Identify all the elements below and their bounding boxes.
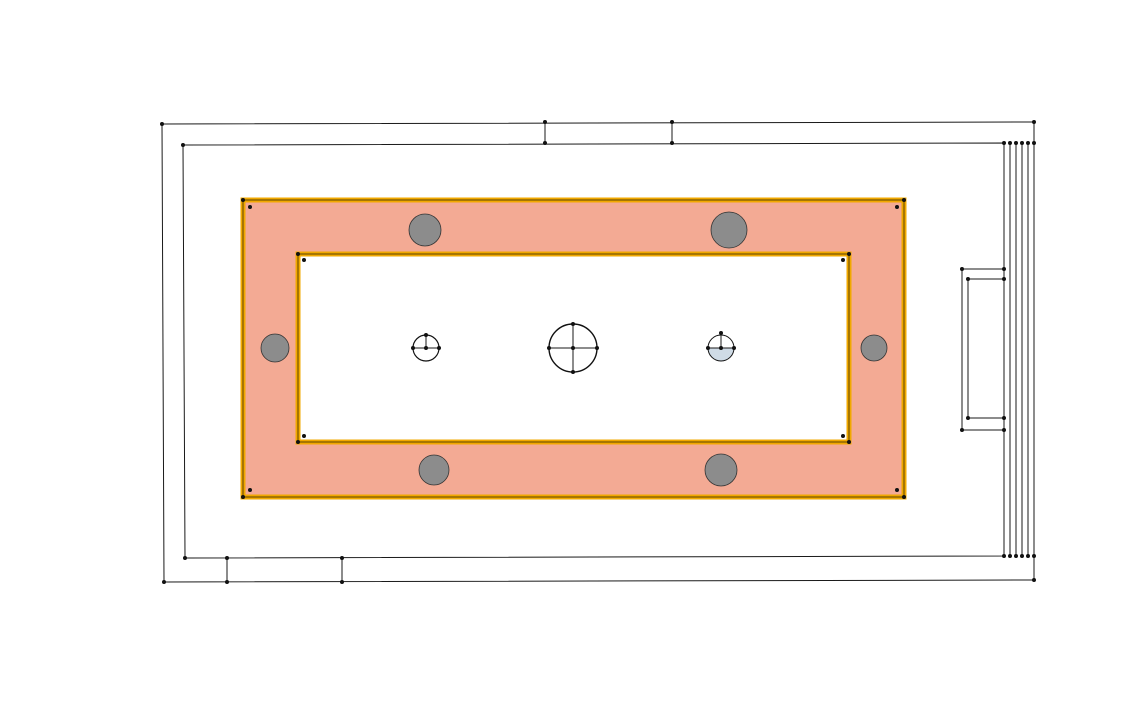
ring-outer-border-line xyxy=(242,199,905,498)
post xyxy=(710,211,748,249)
vertex-nodes xyxy=(160,120,1036,584)
post xyxy=(418,454,450,486)
posts xyxy=(260,211,888,487)
post xyxy=(408,213,442,247)
post xyxy=(704,453,738,487)
post xyxy=(860,334,888,362)
post xyxy=(260,333,290,363)
top-connectors xyxy=(544,122,673,143)
bottom-connectors xyxy=(226,558,343,582)
ring-fill xyxy=(244,198,904,497)
side-door xyxy=(961,268,1004,431)
right-wall-lines xyxy=(1009,143,1035,556)
ring-inner-border-line xyxy=(297,253,850,443)
